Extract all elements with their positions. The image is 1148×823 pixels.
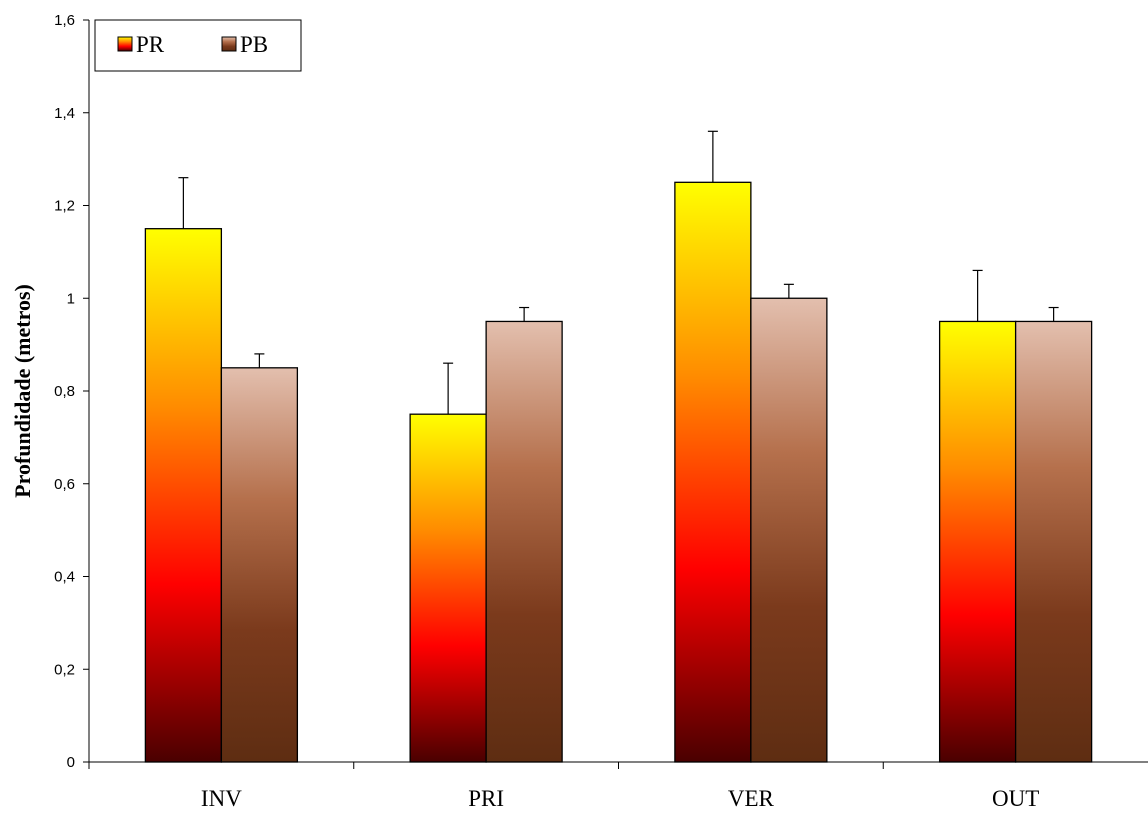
y-tick-label: 1,4 (54, 105, 75, 122)
legend-swatch-pb (221, 36, 237, 52)
legend-label-pb: PB (240, 32, 268, 57)
y-tick-label: 0,8 (54, 383, 75, 400)
x-tick-label: INV (201, 786, 242, 811)
y-tick-label: 1 (67, 290, 75, 307)
y-tick-label: 0,6 (54, 476, 75, 493)
legend-label-pr: PR (136, 32, 165, 57)
x-tick-label: OUT (992, 786, 1039, 811)
bar-pr-out (938, 320, 1017, 763)
y-tick-label: 0 (67, 754, 75, 771)
x-tick-label: PRI (468, 786, 504, 811)
bar-pb-inv (220, 367, 299, 763)
y-tick-label: 1,6 (54, 12, 75, 29)
bar-pb-ver (750, 297, 828, 763)
legend-swatch-pr (117, 36, 133, 52)
bars (144, 130, 1093, 763)
y-tick-label: 0,2 (54, 661, 75, 678)
bar-pr-ver (674, 181, 752, 763)
bar-pr-pri (409, 413, 487, 763)
bar-pr-inv (144, 228, 223, 763)
legend: PR PB (94, 19, 302, 72)
y-tick-label: 1,2 (54, 198, 75, 215)
y-axis-title: Profundidade (metros) (10, 284, 35, 498)
labels: 0 0,2 0,4 0,6 0,8 1 1,2 1,4 1,6 INV PRI VER OUT Profu… (10, 12, 1039, 811)
y-tick-label: 0,4 (54, 569, 75, 586)
bar-pb-pri (485, 320, 563, 763)
x-tick-label: VER (728, 786, 775, 811)
bar-pb-out (1014, 320, 1093, 763)
